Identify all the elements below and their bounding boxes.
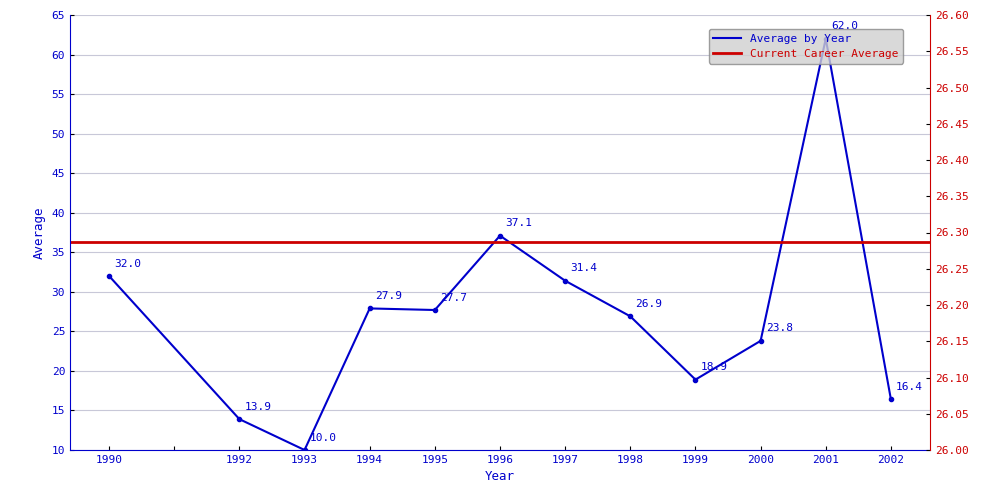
Average by Year bbox=[820, 36, 832, 42]
Text: 27.7: 27.7 bbox=[440, 292, 467, 302]
Average by Year bbox=[103, 273, 115, 279]
Legend: Average by Year, Current Career Average: Average by Year, Current Career Average bbox=[709, 30, 903, 64]
Text: 26.9: 26.9 bbox=[636, 299, 663, 309]
Average by Year bbox=[755, 338, 767, 344]
Text: 13.9: 13.9 bbox=[245, 402, 272, 411]
Average by Year bbox=[624, 314, 636, 320]
Text: 27.9: 27.9 bbox=[375, 291, 402, 301]
Text: 32.0: 32.0 bbox=[114, 258, 141, 268]
Text: 37.1: 37.1 bbox=[505, 218, 532, 228]
X-axis label: Year: Year bbox=[485, 470, 515, 484]
Average by Year bbox=[233, 416, 245, 422]
Average by Year bbox=[299, 447, 311, 453]
Text: 10.0: 10.0 bbox=[310, 432, 337, 442]
Average by Year bbox=[494, 232, 506, 238]
Average by Year bbox=[559, 278, 571, 283]
Average by Year bbox=[885, 396, 897, 402]
Text: 62.0: 62.0 bbox=[831, 21, 858, 31]
Text: 16.4: 16.4 bbox=[896, 382, 923, 392]
Text: 31.4: 31.4 bbox=[570, 264, 597, 274]
Text: 18.9: 18.9 bbox=[701, 362, 728, 372]
Average by Year bbox=[429, 307, 441, 313]
Line: Average by Year: Average by Year bbox=[107, 36, 893, 452]
Average by Year bbox=[364, 306, 376, 312]
Average by Year bbox=[689, 376, 701, 382]
Text: 23.8: 23.8 bbox=[766, 324, 793, 334]
Y-axis label: Average: Average bbox=[33, 206, 46, 259]
